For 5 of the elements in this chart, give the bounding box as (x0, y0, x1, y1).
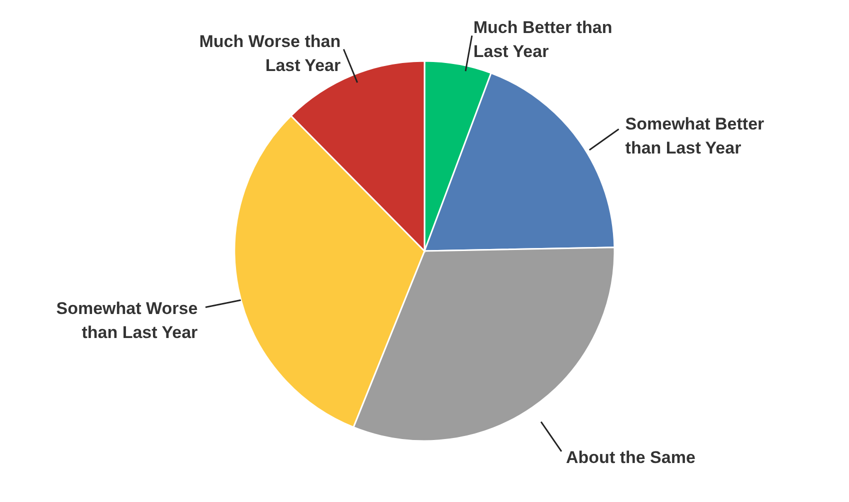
slice-label: Much Better than Last Year (473, 18, 612, 61)
slice-label: Somewhat Worse than Last Year (56, 298, 198, 342)
slice-label: Somewhat Better than Last Year (625, 114, 765, 158)
slice-label: Much Worse than Last Year (199, 32, 341, 75)
slice-label: About the Same (566, 448, 696, 467)
